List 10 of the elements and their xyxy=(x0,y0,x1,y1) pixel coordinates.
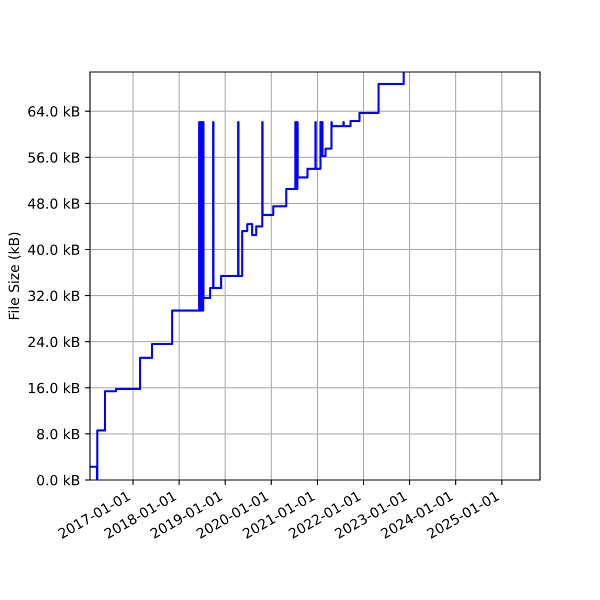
y-tick-label: 24.0 kB xyxy=(28,336,80,348)
y-axis-title: File Size (kB) xyxy=(8,232,21,320)
y-tick-label: 16.0 kB xyxy=(28,382,80,394)
y-tick-label: 0.0 kB xyxy=(37,474,80,486)
y-tick-label: 40.0 kB xyxy=(28,244,80,255)
y-tick-label: 8.0 kB xyxy=(37,428,80,440)
y-tick-label: 56.0 kB xyxy=(28,152,80,163)
y-tick-label: 64.0 kB xyxy=(28,106,80,117)
y-tick-label: 48.0 kB xyxy=(28,198,80,209)
y-tick-label: 32.0 kB xyxy=(28,290,80,302)
